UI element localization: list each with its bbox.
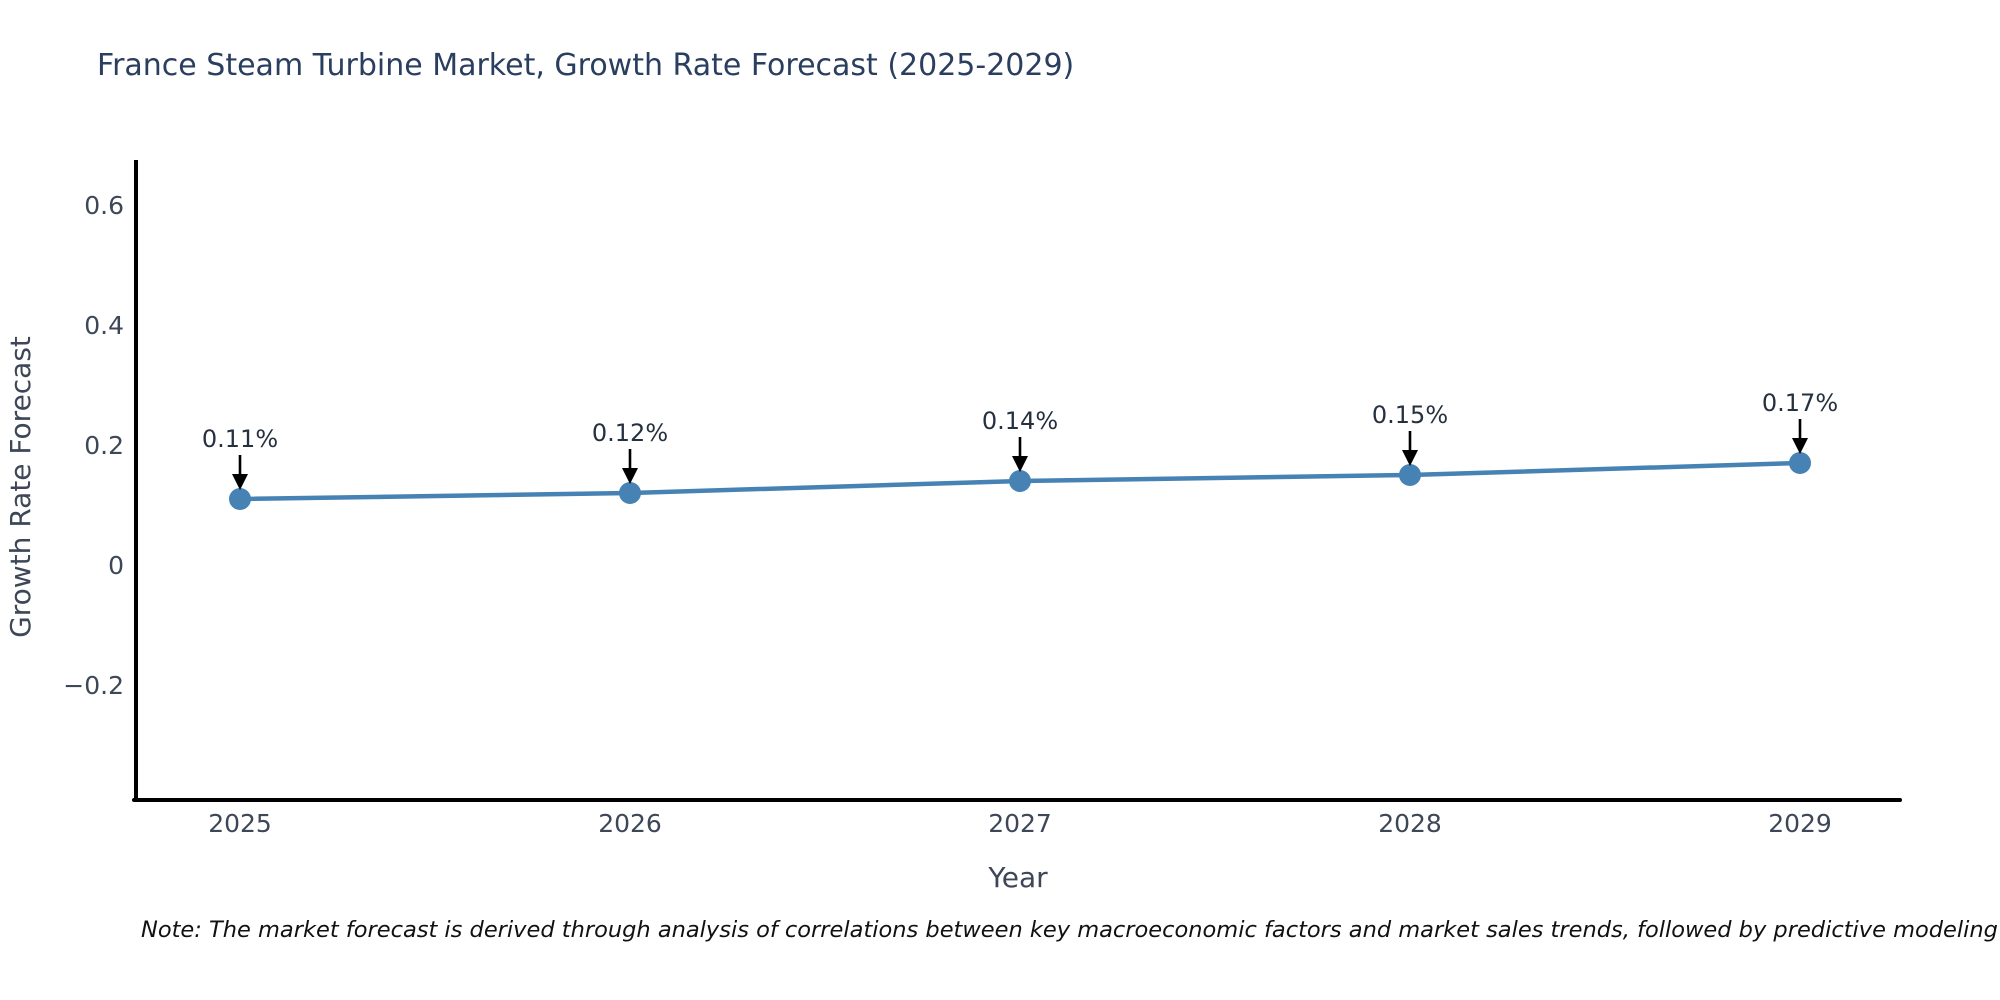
y-tick-label: 0 <box>108 551 124 580</box>
x-tick-label: 2028 <box>1378 809 1442 838</box>
annotation-arrow-head <box>232 474 248 490</box>
y-tick-label: 0.6 <box>84 191 124 220</box>
data-point-marker <box>619 482 641 504</box>
chart-title: France Steam Turbine Market, Growth Rate… <box>97 48 1075 83</box>
data-point-marker <box>229 488 251 510</box>
data-point-label: 0.12% <box>592 419 668 447</box>
data-point-label: 0.14% <box>982 407 1058 435</box>
y-tick-label: −0.2 <box>63 671 124 700</box>
y-tick-label: 0.2 <box>84 431 124 460</box>
y-axis-title: Growth Rate Forecast <box>4 336 37 638</box>
footnote: Note: The market forecast is derived thr… <box>141 917 2000 943</box>
x-tick-label: 2027 <box>988 809 1052 838</box>
x-axis-title: Year <box>987 861 1048 894</box>
data-point-marker <box>1399 464 1421 486</box>
data-point-marker <box>1789 452 1811 474</box>
annotation-arrow-head <box>1792 438 1808 454</box>
annotation-arrow-head <box>622 468 638 484</box>
annotation-arrow-head <box>1402 450 1418 466</box>
annotation-arrow-head <box>1012 456 1028 472</box>
x-tick-label: 2029 <box>1768 809 1832 838</box>
data-point-label: 0.15% <box>1372 401 1448 429</box>
data-point-marker <box>1009 470 1031 492</box>
x-tick-label: 2026 <box>598 809 662 838</box>
x-tick-label: 2025 <box>208 809 272 838</box>
data-point-label: 0.17% <box>1762 389 1838 417</box>
y-tick-label: 0.4 <box>84 311 124 340</box>
data-point-label: 0.11% <box>202 425 278 453</box>
